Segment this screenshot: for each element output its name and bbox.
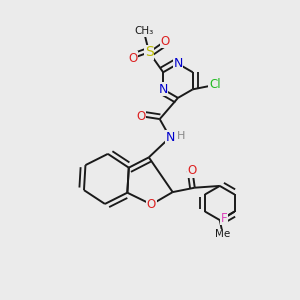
Text: F: F [221,212,228,224]
Text: Me: Me [215,229,230,239]
Text: O: O [188,164,197,177]
Text: O: O [136,110,145,123]
Text: N: N [173,57,183,70]
Text: CH₃: CH₃ [134,26,153,36]
Text: S: S [145,45,153,59]
Text: Cl: Cl [209,78,221,92]
Text: O: O [128,52,137,64]
Text: N: N [158,83,168,96]
Text: O: O [147,198,156,211]
Text: N: N [165,131,175,144]
Text: H: H [177,131,185,141]
Text: O: O [160,34,170,48]
